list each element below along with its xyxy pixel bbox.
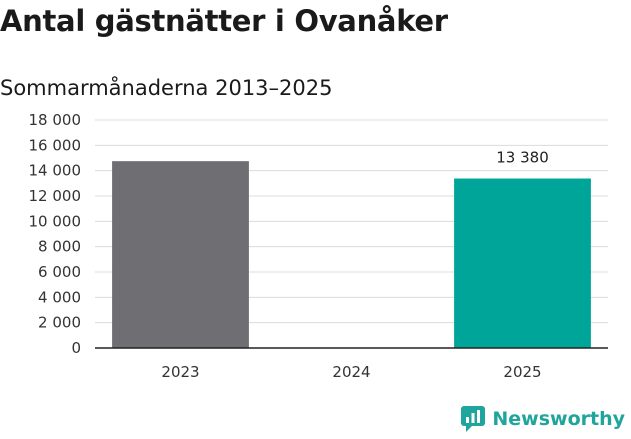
x-tick-label-2023: 2023 xyxy=(161,363,199,381)
y-tick-label: 0 xyxy=(71,339,81,357)
bars xyxy=(112,161,591,348)
x-axis-tick-labels: 2023 2024 2025 xyxy=(161,363,541,381)
x-tick-label-2024: 2024 xyxy=(332,363,370,381)
y-axis-tick-labels: 0 2 000 4 000 6 000 8 000 10 000 12 000 14 000 1… xyxy=(29,111,82,357)
bar-chart: 0 2 000 4 000 6 000 8 000 10 000 12 000 14 000 1… xyxy=(29,111,608,381)
brand-name: Newsworthy xyxy=(492,408,625,430)
y-tick-label: 16 000 xyxy=(29,136,82,154)
chart-subtitle: Sommarmånaderna 2013–2025 xyxy=(0,76,333,100)
y-tick-label: 14 000 xyxy=(29,162,82,180)
newsworthy-logo-icon xyxy=(461,406,486,432)
bar-2023 xyxy=(112,161,249,348)
newsworthy-brand: Newsworthy xyxy=(460,404,625,434)
y-tick-label: 12 000 xyxy=(29,187,82,205)
chart-title: Antal gästnätter i Ovanåker xyxy=(0,4,448,38)
x-tick-label-2025: 2025 xyxy=(503,363,541,381)
data-labels: 13 380 xyxy=(496,149,549,167)
y-tick-label: 4 000 xyxy=(38,288,81,306)
y-tick-label: 8 000 xyxy=(38,238,81,256)
y-tick-label: 18 000 xyxy=(29,111,82,129)
y-tick-label: 10 000 xyxy=(29,212,82,230)
y-tick-label: 6 000 xyxy=(38,263,81,281)
bar-2025 xyxy=(454,178,591,348)
data-label-2025: 13 380 xyxy=(496,149,549,167)
y-tick-label: 2 000 xyxy=(38,314,81,332)
